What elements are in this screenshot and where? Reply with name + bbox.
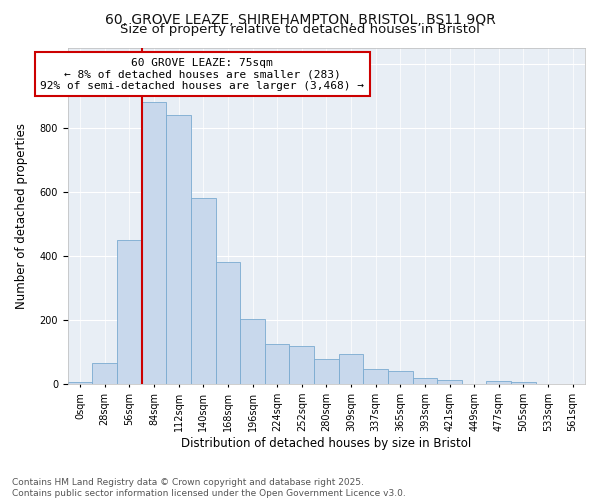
Bar: [265, 344, 289, 385]
Bar: [92, 364, 117, 384]
Bar: [166, 115, 191, 384]
Bar: [289, 346, 314, 385]
Bar: [68, 382, 92, 384]
Text: 60 GROVE LEAZE: 75sqm
← 8% of detached houses are smaller (283)
92% of semi-deta: 60 GROVE LEAZE: 75sqm ← 8% of detached h…: [40, 58, 364, 91]
Bar: [240, 318, 265, 384]
Text: 60, GROVE LEAZE, SHIREHAMPTON, BRISTOL, BS11 9QR: 60, GROVE LEAZE, SHIREHAMPTON, BRISTOL, …: [104, 12, 496, 26]
Bar: [487, 381, 511, 384]
Bar: [314, 358, 339, 384]
Bar: [413, 378, 437, 384]
Y-axis label: Number of detached properties: Number of detached properties: [15, 123, 28, 309]
Bar: [215, 262, 240, 384]
Text: Contains HM Land Registry data © Crown copyright and database right 2025.
Contai: Contains HM Land Registry data © Crown c…: [12, 478, 406, 498]
Bar: [191, 198, 215, 384]
Bar: [339, 354, 364, 384]
Text: Size of property relative to detached houses in Bristol: Size of property relative to detached ho…: [120, 22, 480, 36]
Bar: [437, 380, 462, 384]
Bar: [388, 371, 413, 384]
Bar: [511, 382, 536, 384]
Bar: [364, 369, 388, 384]
Bar: [142, 102, 166, 385]
Bar: [117, 240, 142, 384]
X-axis label: Distribution of detached houses by size in Bristol: Distribution of detached houses by size …: [181, 437, 472, 450]
